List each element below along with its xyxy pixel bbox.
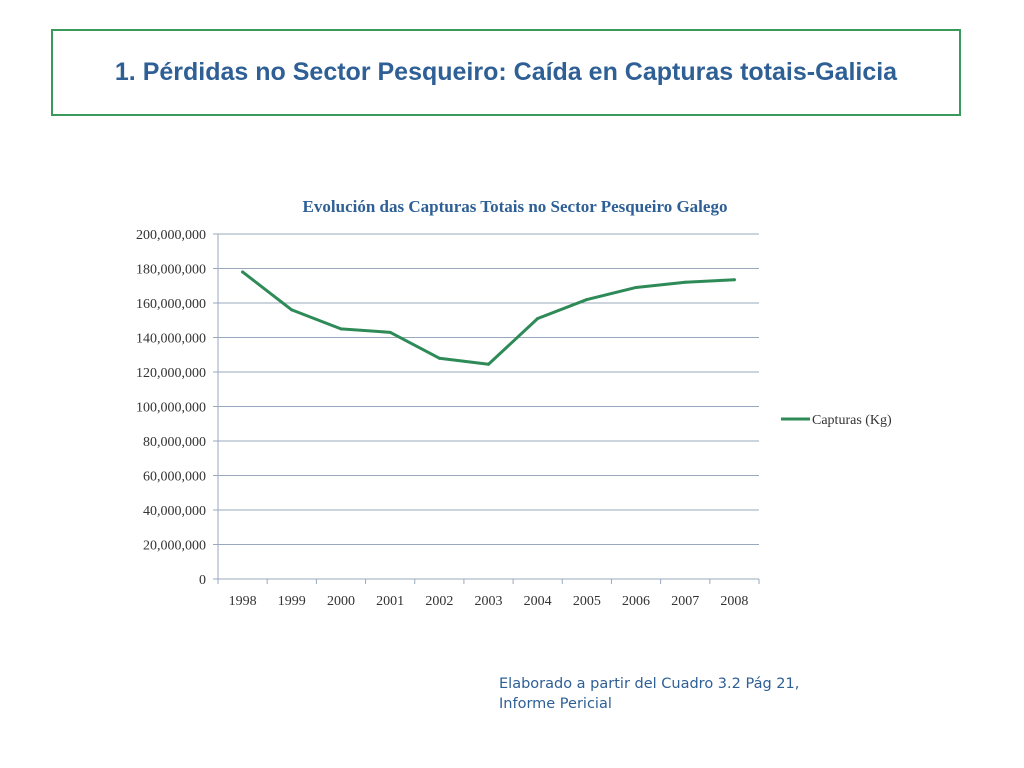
y-tick-label: 40,000,000 [143, 504, 206, 519]
source-note-line-1: Elaborado a partir del Cuadro 3.2 Pág 21… [499, 676, 800, 692]
source-note-line-2: Informe Pericial [499, 696, 612, 712]
x-tick-label: 2000 [327, 594, 355, 609]
y-tick-label: 200,000,000 [136, 228, 206, 243]
chart-title: Evolución das Capturas Totais no Sector … [303, 197, 728, 216]
data-point [339, 327, 343, 331]
data-point [536, 317, 540, 321]
x-tick-label: 2003 [475, 594, 503, 609]
data-point [585, 298, 589, 302]
y-tick-label: 80,000,000 [143, 435, 206, 450]
data-point [634, 285, 638, 289]
title-box: 1. Pérdidas no Sector Pesqueiro: Caída e… [51, 29, 961, 116]
y-tick-label: 120,000,000 [136, 366, 206, 381]
x-tick-label: 1999 [278, 594, 306, 609]
x-tick-label: 1998 [229, 594, 257, 609]
data-point [487, 362, 490, 366]
x-tick-label: 2001 [376, 594, 404, 609]
data-point [732, 278, 736, 282]
x-tick-label: 2004 [524, 594, 552, 609]
data-point [437, 356, 441, 360]
x-tick-label: 2006 [622, 594, 650, 609]
axes: 0 20,000,000 40,000,000 60,000,000 80,000,00… [136, 228, 760, 609]
y-tick-label: 180,000,000 [136, 263, 206, 278]
y-tick-label: 20,000,000 [143, 539, 206, 554]
y-tick-label: 60,000,000 [143, 470, 206, 485]
grid-lines [218, 233, 759, 545]
data-point [241, 270, 245, 274]
legend-label: Capturas (Kg) [812, 413, 892, 428]
legend: Capturas (Kg) [781, 413, 892, 428]
series-layer [241, 270, 736, 366]
series-line [241, 270, 736, 366]
data-point [290, 308, 294, 312]
x-tick-label: 2002 [425, 594, 453, 609]
y-tick-label: 0 [199, 573, 206, 588]
y-tick-label: 160,000,000 [136, 297, 206, 312]
x-tick-label: 2007 [671, 594, 699, 609]
y-tick-label: 140,000,000 [136, 332, 206, 347]
slide-title: 1. Pérdidas no Sector Pesqueiro: Caída e… [114, 58, 898, 86]
source-note: Elaborado a partir del Cuadro 3.2 Pág 21… [499, 674, 899, 714]
x-tick-label: 2005 [573, 594, 601, 609]
data-point [388, 330, 392, 334]
y-tick-label: 100,000,000 [136, 401, 206, 416]
x-tick-label: 2008 [720, 594, 748, 609]
data-point [683, 280, 687, 284]
